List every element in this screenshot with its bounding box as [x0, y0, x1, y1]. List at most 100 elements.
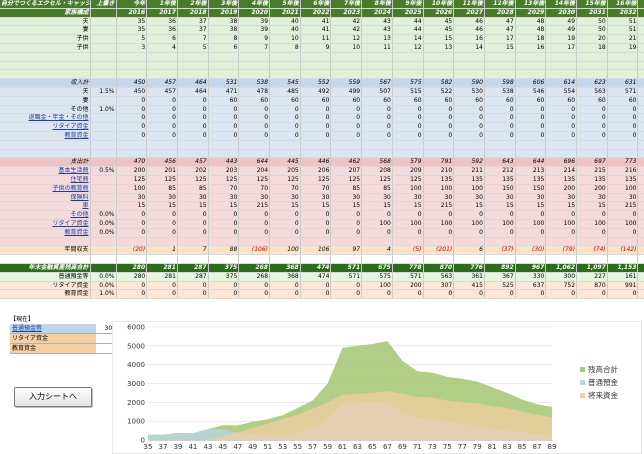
value-cell[interactable]: 100	[576, 219, 608, 229]
value-cell[interactable]: 675	[361, 263, 393, 273]
value-cell[interactable]: 0	[116, 113, 148, 124]
value-cell[interactable]: 0	[453, 289, 485, 300]
value-cell[interactable]: 330	[515, 272, 547, 282]
value-cell[interactable]: 1	[146, 245, 178, 256]
value-cell[interactable]: 40	[269, 17, 301, 27]
value-cell[interactable]: 525	[484, 281, 516, 291]
value-cell[interactable]: 30	[545, 193, 578, 203]
value-cell[interactable]: 43	[361, 25, 393, 36]
value-cell[interactable]: 415	[453, 281, 485, 291]
value-cell[interactable]: 0	[545, 228, 578, 238]
value-cell[interactable]: 30	[484, 193, 516, 203]
value-cell[interactable]: 0	[545, 210, 578, 220]
value-cell[interactable]: 209	[392, 166, 424, 176]
value-cell[interactable]: 47	[484, 25, 516, 36]
input-sheet-button[interactable]: 入力シートへ	[14, 387, 92, 407]
value-cell[interactable]: 41	[300, 17, 332, 27]
value-cell[interactable]: 51	[607, 17, 639, 27]
value-cell[interactable]: 30	[453, 193, 485, 203]
value-cell[interactable]: 15	[637, 201, 644, 212]
value-cell[interactable]: 0	[484, 105, 516, 115]
value-cell[interactable]: 15	[484, 201, 516, 212]
value-cell[interactable]: (142)	[607, 245, 639, 256]
value-cell[interactable]: 0	[146, 96, 178, 106]
value-cell[interactable]: 15	[208, 201, 240, 212]
value-cell[interactable]: 0	[361, 131, 393, 141]
value-cell[interactable]: 215	[238, 201, 271, 212]
value-cell[interactable]: 213	[515, 166, 547, 176]
value-cell[interactable]: 0	[269, 105, 301, 115]
value-cell[interactable]: 41	[300, 25, 332, 36]
value-cell[interactable]: 211	[453, 166, 485, 176]
value-cell[interactable]: 60	[576, 96, 608, 106]
value-cell[interactable]: 227	[576, 272, 608, 282]
value-cell[interactable]: 300	[545, 272, 578, 282]
value-cell[interactable]: 0	[330, 105, 363, 115]
value-cell[interactable]: 778	[392, 263, 424, 273]
value-cell[interactable]: 44	[392, 17, 424, 27]
value-cell[interactable]: 0	[484, 210, 516, 220]
value-cell[interactable]: 0	[545, 122, 578, 132]
value-cell[interactable]: 217	[637, 166, 644, 176]
value-cell[interactable]: 0	[637, 122, 644, 132]
rate-cell[interactable]: 0.0%	[90, 219, 117, 229]
value-cell[interactable]: 0	[208, 228, 240, 238]
expense-label[interactable]: リタイア資金	[0, 219, 91, 229]
value-cell[interactable]: 35	[116, 25, 148, 36]
value-cell[interactable]: 36	[146, 17, 178, 27]
value-cell[interactable]: 36	[146, 25, 178, 36]
value-cell[interactable]: 0	[576, 113, 608, 124]
value-cell[interactable]: 0	[269, 228, 301, 238]
value-cell[interactable]: 0	[361, 228, 393, 238]
value-cell[interactable]: 0	[300, 105, 332, 115]
value-cell[interactable]: 17	[484, 34, 516, 44]
value-cell[interactable]: 0	[208, 122, 240, 132]
rate-cell[interactable]	[90, 96, 117, 106]
value-cell[interactable]: 205	[269, 166, 301, 176]
value-cell[interactable]: 492	[300, 87, 332, 97]
value-cell[interactable]: 579	[392, 157, 424, 168]
rate-cell[interactable]	[90, 122, 117, 132]
value-cell[interactable]: 0	[392, 131, 424, 141]
value-cell[interactable]: 60	[300, 96, 332, 106]
value-cell[interactable]: 0	[361, 105, 393, 115]
value-cell[interactable]: 0	[545, 131, 578, 141]
rate-cell[interactable]: 0.5%	[90, 166, 117, 176]
value-cell[interactable]: 15	[116, 201, 148, 212]
value-cell[interactable]: 1,115	[637, 281, 644, 291]
value-cell[interactable]: 15	[392, 201, 424, 212]
value-cell[interactable]: 471	[208, 87, 240, 97]
expense-label[interactable]: 教育資金	[0, 228, 91, 238]
value-cell[interactable]: 644	[515, 157, 547, 168]
value-cell[interactable]: 0	[146, 228, 178, 238]
value-cell[interactable]: 0	[116, 96, 148, 106]
value-cell[interactable]: 50	[576, 17, 608, 27]
value-cell[interactable]: 0	[423, 228, 455, 238]
value-cell[interactable]: 125	[116, 175, 148, 185]
value-cell[interactable]: 100	[423, 184, 455, 194]
value-cell[interactable]: 125	[330, 175, 363, 185]
value-cell[interactable]: 38	[208, 25, 240, 36]
value-cell[interactable]: 0	[453, 105, 485, 115]
value-cell[interactable]: 0	[269, 219, 301, 229]
value-cell[interactable]: 60	[515, 96, 547, 106]
value-cell[interactable]: 1,097	[576, 263, 608, 273]
value-cell[interactable]: 200	[116, 166, 148, 176]
value-cell[interactable]: 0	[208, 131, 240, 141]
value-cell[interactable]: 1,318	[637, 263, 644, 273]
value-cell[interactable]: 85	[361, 184, 393, 194]
value-cell[interactable]: 0	[238, 289, 271, 300]
value-cell[interactable]: 0	[238, 281, 271, 291]
value-cell[interactable]: (20)	[116, 245, 148, 256]
value-cell[interactable]: 51	[607, 25, 639, 36]
value-cell[interactable]: 13	[361, 34, 393, 44]
value-cell[interactable]: 16	[515, 43, 547, 53]
value-cell[interactable]: 0	[300, 289, 332, 300]
value-cell[interactable]: 0	[208, 219, 240, 229]
value-cell[interactable]: 161	[607, 272, 639, 282]
value-cell[interactable]: 15	[453, 201, 485, 212]
value-cell[interactable]: 3	[116, 43, 148, 53]
value-cell[interactable]: 47	[484, 17, 516, 27]
value-cell[interactable]: 9	[238, 34, 271, 44]
value-cell[interactable]: 11	[361, 43, 393, 53]
